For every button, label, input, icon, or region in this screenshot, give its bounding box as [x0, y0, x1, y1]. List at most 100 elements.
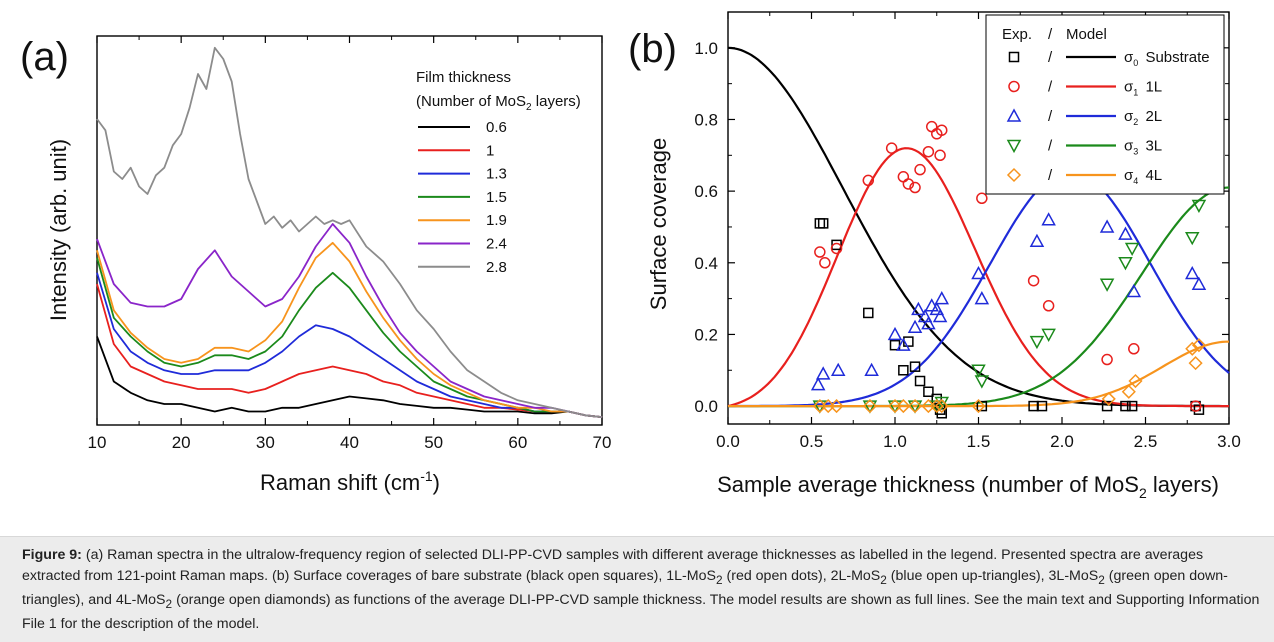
data-point-sigma1 [897, 171, 910, 183]
x-tick-label: 60 [508, 433, 527, 452]
legend-sigma-subscript: 2 [1133, 117, 1138, 127]
panel-a-frame [96, 35, 603, 426]
data-point-sigma0 [914, 375, 926, 387]
data-point-sigma1 [830, 242, 843, 255]
data-point-sigma4 [862, 399, 878, 414]
data-point-sigma3 [974, 375, 990, 389]
data-point-sigma2 [921, 316, 936, 330]
data-point-sigma2 [971, 265, 986, 280]
legend-subtitle: (Number of MoS2 layers) [416, 93, 581, 113]
legend-label-1-3: 1.3 [486, 166, 507, 183]
data-point-sigma2 [864, 362, 879, 377]
data-point-sigma2 [932, 308, 948, 323]
series-line-1-9 [96, 241, 603, 418]
panel-a-label: (a) [20, 35, 69, 79]
caption-subscript: 2 [165, 596, 173, 611]
data-point-sigma0 [1126, 400, 1138, 412]
legend-label-text: 4L [1141, 167, 1162, 184]
data-point-sigma2 [917, 308, 933, 323]
legend-sigma-subscript: 3 [1133, 147, 1138, 157]
data-point-sigma2 [1029, 233, 1045, 248]
series-line-1 [96, 283, 603, 418]
x-tick-label: 50 [424, 433, 443, 452]
legend-separator: / [1048, 49, 1053, 66]
data-point-sigma1 [862, 174, 875, 187]
data-point-sigma0 [909, 361, 921, 372]
data-point-sigma2 [974, 291, 990, 305]
series-line-0-6 [96, 336, 603, 418]
data-point-sigma1 [909, 181, 921, 194]
data-point-sigma3 [1184, 231, 1200, 246]
data-point-sigma4 [929, 399, 944, 414]
data-point-sigma1 [922, 145, 935, 158]
data-point-sigma2 [1126, 283, 1142, 298]
data-point-sigma3 [1041, 328, 1056, 343]
x-label-text: Sample average thickness (number of MoS [717, 472, 1139, 497]
data-point-sigma2 [924, 298, 940, 312]
legend-label-sigma0: σ0 Substrate [1124, 49, 1210, 68]
data-point-sigma1 [976, 192, 988, 205]
panel-b: (b) 0.0 0.5 1.0 1.5 2.0 2.5 3.0 0.0 0.2 0.4 0.6 0.8… [628, 11, 1241, 501]
legend-header-model: Model [1066, 26, 1107, 43]
x-tick-label: 20 [172, 433, 191, 452]
panel-a-legend: Film thickness (Number of MoS2 layers) 0.6… [416, 69, 581, 276]
data-point-sigma1 [819, 257, 831, 269]
legend-title: Film thickness [416, 69, 511, 86]
legend-label-1-5: 1.5 [486, 189, 507, 206]
y-tick-label: 0.0 [694, 397, 718, 416]
data-point-sigma2 [1191, 276, 1207, 291]
x-tick-label: 1.5 [967, 432, 991, 451]
legend-label-2-4: 2.4 [486, 236, 507, 253]
data-point-sigma1 [1042, 300, 1055, 312]
panel-b-x-axis-label: Sample average thickness (number of MoS2… [717, 472, 1219, 501]
data-point-sigma3 [971, 364, 986, 378]
data-point-sigma0 [1101, 400, 1113, 412]
legend-label-sigma2: σ2 2L [1124, 108, 1162, 127]
caption-subscript: 2 [1098, 572, 1105, 587]
x-tick-label: 30 [256, 433, 275, 452]
data-point-sigma4 [1101, 391, 1116, 406]
data-point-sigma2 [815, 366, 831, 380]
model-line-sigma4 [728, 340, 1230, 408]
data-point-sigma0 [863, 307, 874, 319]
data-point-sigma1 [902, 178, 915, 190]
legend-label-1: 1 [486, 142, 494, 159]
series-line-2-8 [96, 46, 603, 418]
data-point-sigma3 [1124, 242, 1140, 257]
data-point-sigma2 [934, 291, 950, 305]
data-point-sigma2 [830, 362, 846, 377]
legend-label-text: 3L [1141, 138, 1162, 155]
x-tick-label: 70 [593, 433, 612, 452]
legend-subtitle-text: (Number of MoS [416, 93, 526, 110]
x-label-text: Raman shift (cm [260, 470, 420, 495]
data-point-sigma0 [898, 365, 909, 376]
data-point-sigma0 [814, 218, 826, 229]
data-point-sigma2 [929, 301, 945, 316]
y-tick-label: 0.6 [694, 182, 718, 201]
data-point-sigma1 [1101, 353, 1113, 366]
caption-subscript: 2 [880, 572, 887, 587]
data-point-sigma4 [829, 399, 844, 414]
legend-subtitle-text: layers) [532, 93, 581, 110]
data-point-sigma1 [1027, 274, 1040, 287]
legend-sigma: σ [1124, 108, 1134, 125]
data-point-sigma3 [1099, 278, 1115, 292]
data-point-sigma3 [1191, 199, 1207, 214]
data-point-sigma1 [925, 120, 938, 133]
legend-sigma: σ [1124, 138, 1134, 155]
data-point-sigma1 [814, 246, 826, 258]
legend-label-text: 2L [1141, 108, 1162, 125]
data-point-sigma3 [1118, 257, 1133, 271]
data-point-sigma2 [907, 319, 923, 334]
x-tick-label: 3.0 [1217, 432, 1241, 451]
x-label-superscript: -1 [420, 468, 433, 484]
legend-label-sigma3: σ3 3L [1124, 138, 1162, 157]
data-point-sigma2 [1041, 212, 1056, 226]
x-tick-label: 1.0 [883, 432, 907, 451]
legend-header-sep: / [1048, 26, 1053, 43]
x-label-subscript: 2 [1139, 485, 1147, 501]
data-point-sigma0 [831, 239, 842, 251]
legend-marker-sigma1 [1008, 80, 1020, 93]
legend-subtitle-subscript: 2 [526, 102, 532, 113]
data-point-sigma4 [907, 399, 923, 414]
